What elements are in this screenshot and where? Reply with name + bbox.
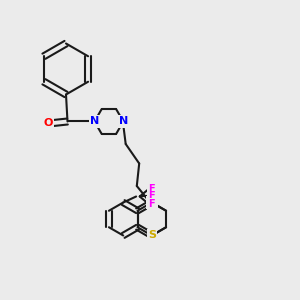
Text: F: F: [148, 199, 155, 209]
Text: F: F: [148, 184, 155, 194]
Text: O: O: [43, 118, 53, 128]
Text: F: F: [148, 191, 155, 202]
Text: S: S: [148, 230, 156, 241]
Text: N: N: [90, 116, 99, 127]
Text: N: N: [90, 116, 99, 127]
Text: N: N: [147, 197, 156, 208]
Text: N: N: [119, 116, 128, 127]
